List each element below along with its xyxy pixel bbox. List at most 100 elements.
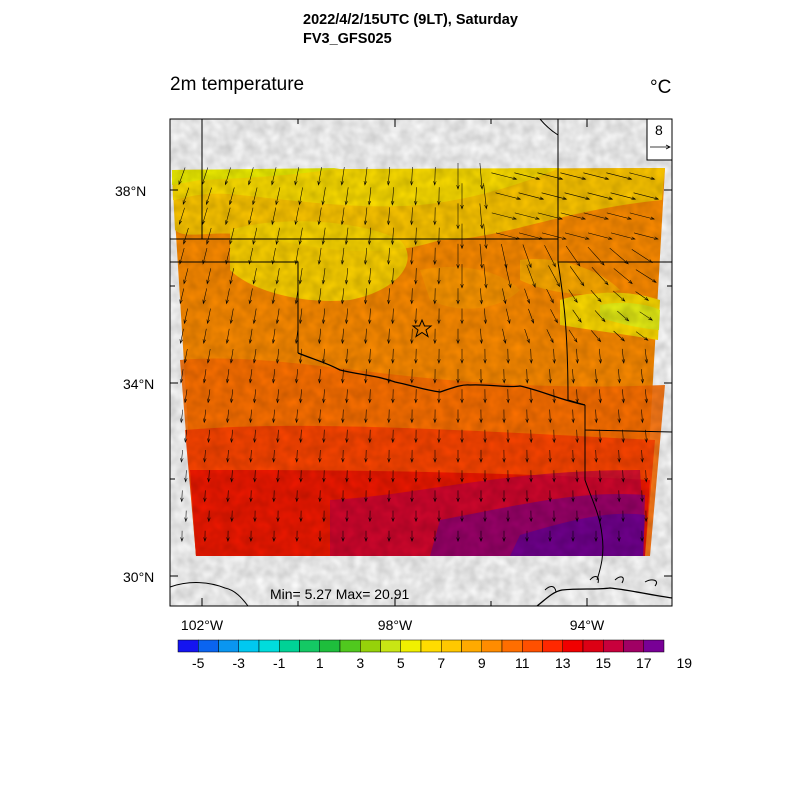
wind-vector bbox=[525, 409, 529, 424]
state-borders bbox=[170, 119, 672, 606]
wind-vector bbox=[252, 348, 257, 364]
wind-vector bbox=[321, 268, 326, 285]
wind-vector bbox=[479, 288, 483, 305]
wind-vector bbox=[179, 288, 185, 305]
wind-vector bbox=[505, 264, 512, 289]
lat-label-34: 34°N bbox=[123, 376, 154, 392]
wind-vector bbox=[437, 510, 441, 523]
wind-vector bbox=[583, 172, 610, 180]
wind-vector bbox=[617, 310, 630, 322]
colorbar bbox=[177, 639, 665, 653]
wind-vector bbox=[598, 389, 602, 404]
wind-vector bbox=[224, 167, 231, 186]
wind-vector bbox=[598, 429, 602, 444]
wind-vector bbox=[598, 470, 602, 483]
wind-vector bbox=[621, 510, 625, 523]
wind-vector bbox=[387, 530, 391, 542]
colorbar-swatch bbox=[380, 639, 401, 653]
wind-vector bbox=[364, 530, 368, 542]
wind-vector bbox=[345, 308, 349, 325]
wind-vector bbox=[321, 227, 326, 246]
wind-vector bbox=[613, 290, 626, 302]
wind-vector bbox=[368, 389, 372, 404]
wind-vector bbox=[528, 308, 534, 324]
wind-vector bbox=[514, 212, 540, 220]
wind-vector bbox=[544, 245, 556, 268]
wind-vector bbox=[541, 232, 567, 240]
wind-vector bbox=[230, 510, 234, 523]
colorbar-swatch bbox=[299, 639, 320, 653]
wind-vector bbox=[275, 227, 280, 245]
wind-vector bbox=[253, 389, 257, 404]
wind-vector bbox=[340, 167, 345, 186]
wind-vector bbox=[252, 268, 257, 285]
wind-vector bbox=[207, 429, 211, 444]
wind-vector bbox=[506, 429, 510, 444]
wind-vector bbox=[571, 490, 575, 503]
wind-vector bbox=[345, 429, 349, 444]
wind-vector bbox=[322, 389, 326, 404]
wind-vector bbox=[345, 510, 349, 523]
wind-vector bbox=[437, 348, 441, 364]
wind-vector bbox=[552, 470, 556, 483]
wind-vector bbox=[249, 409, 253, 424]
wind-vector bbox=[271, 288, 276, 305]
wind-vector bbox=[390, 187, 395, 206]
wind-vector bbox=[391, 308, 395, 325]
wind-vector bbox=[206, 268, 212, 285]
colorbar-swatch bbox=[542, 639, 563, 653]
wind-vector bbox=[433, 490, 437, 503]
lon-label-102: 102°W bbox=[180, 617, 224, 633]
wind-vector bbox=[295, 409, 299, 424]
wind-vector bbox=[272, 449, 276, 463]
wind-vector bbox=[391, 470, 395, 483]
wind-vector bbox=[299, 389, 303, 404]
wind-vector bbox=[364, 409, 368, 424]
wind-vector bbox=[252, 227, 258, 245]
wind-vector bbox=[225, 369, 230, 384]
wind-vector bbox=[183, 268, 189, 285]
wind-vector bbox=[483, 348, 487, 364]
wind-vector bbox=[414, 308, 418, 325]
wind-vector bbox=[414, 389, 418, 404]
wind-vector bbox=[610, 232, 636, 240]
wind-vector bbox=[522, 244, 532, 269]
wind-vector bbox=[207, 510, 211, 523]
title-date: 2022/4/2/15UTC (9LT), Saturday bbox=[303, 12, 518, 28]
wind-vector bbox=[594, 490, 598, 503]
wind-vector bbox=[456, 369, 460, 384]
wind-vector bbox=[456, 530, 460, 542]
wind-vector bbox=[529, 348, 533, 364]
wind-vector bbox=[433, 449, 437, 463]
wind-vector bbox=[568, 289, 578, 304]
colorbar-tick-label: -1 bbox=[273, 655, 286, 671]
wind-vector bbox=[318, 530, 322, 542]
wind-vector bbox=[317, 288, 322, 305]
wind-vector bbox=[621, 470, 625, 483]
wind-vector bbox=[502, 328, 507, 344]
wind-vector bbox=[391, 510, 395, 523]
wind-vector bbox=[598, 348, 602, 364]
wind-vector bbox=[483, 510, 487, 523]
wind-vector bbox=[575, 470, 579, 483]
wind-vector bbox=[587, 232, 613, 240]
wind-vector bbox=[363, 207, 368, 226]
colorbar-swatch bbox=[319, 639, 341, 653]
wind-vector bbox=[341, 328, 345, 345]
wind-vector bbox=[248, 207, 254, 226]
wind-vector bbox=[249, 449, 253, 463]
wind-vector bbox=[572, 309, 582, 323]
wind-vector bbox=[387, 288, 391, 305]
wind-vector bbox=[433, 328, 437, 345]
wind-vector bbox=[529, 470, 533, 483]
wind-vector bbox=[271, 207, 277, 226]
wind-vector bbox=[524, 288, 530, 305]
wind-vector bbox=[344, 268, 349, 285]
wind-vector bbox=[229, 268, 234, 285]
colorbar-tick-label: -3 bbox=[232, 655, 245, 671]
colorbar-tick-label: 5 bbox=[396, 655, 405, 671]
lat-label-30: 30°N bbox=[123, 569, 154, 585]
wind-vector bbox=[207, 470, 211, 483]
wind-vector bbox=[479, 409, 483, 424]
